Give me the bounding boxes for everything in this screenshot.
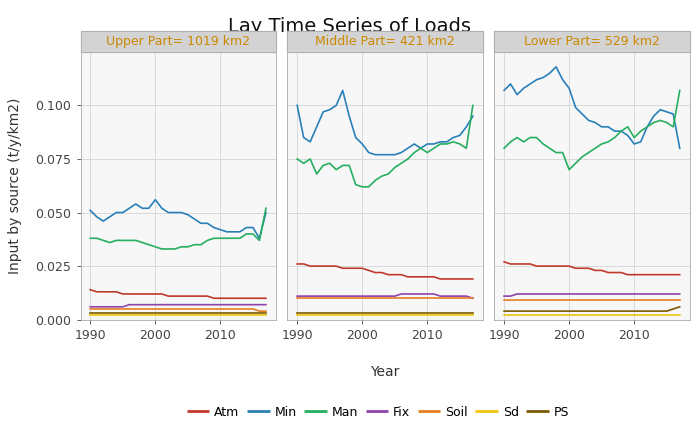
Text: Input by source (t/y/km2): Input by source (t/y/km2) xyxy=(8,98,22,274)
Text: Upper Part= 1019 km2: Upper Part= 1019 km2 xyxy=(106,35,250,48)
Text: Lay Time Series of Loads: Lay Time Series of Loads xyxy=(228,17,472,36)
Text: Year: Year xyxy=(370,365,400,378)
Text: Middle Part= 421 km2: Middle Part= 421 km2 xyxy=(315,35,455,48)
Legend: Atm, Min, Man, Fix, Soil, Sd, PS: Atm, Min, Man, Fix, Soil, Sd, PS xyxy=(182,400,574,424)
Text: Lower Part= 529 km2: Lower Part= 529 km2 xyxy=(524,35,660,48)
